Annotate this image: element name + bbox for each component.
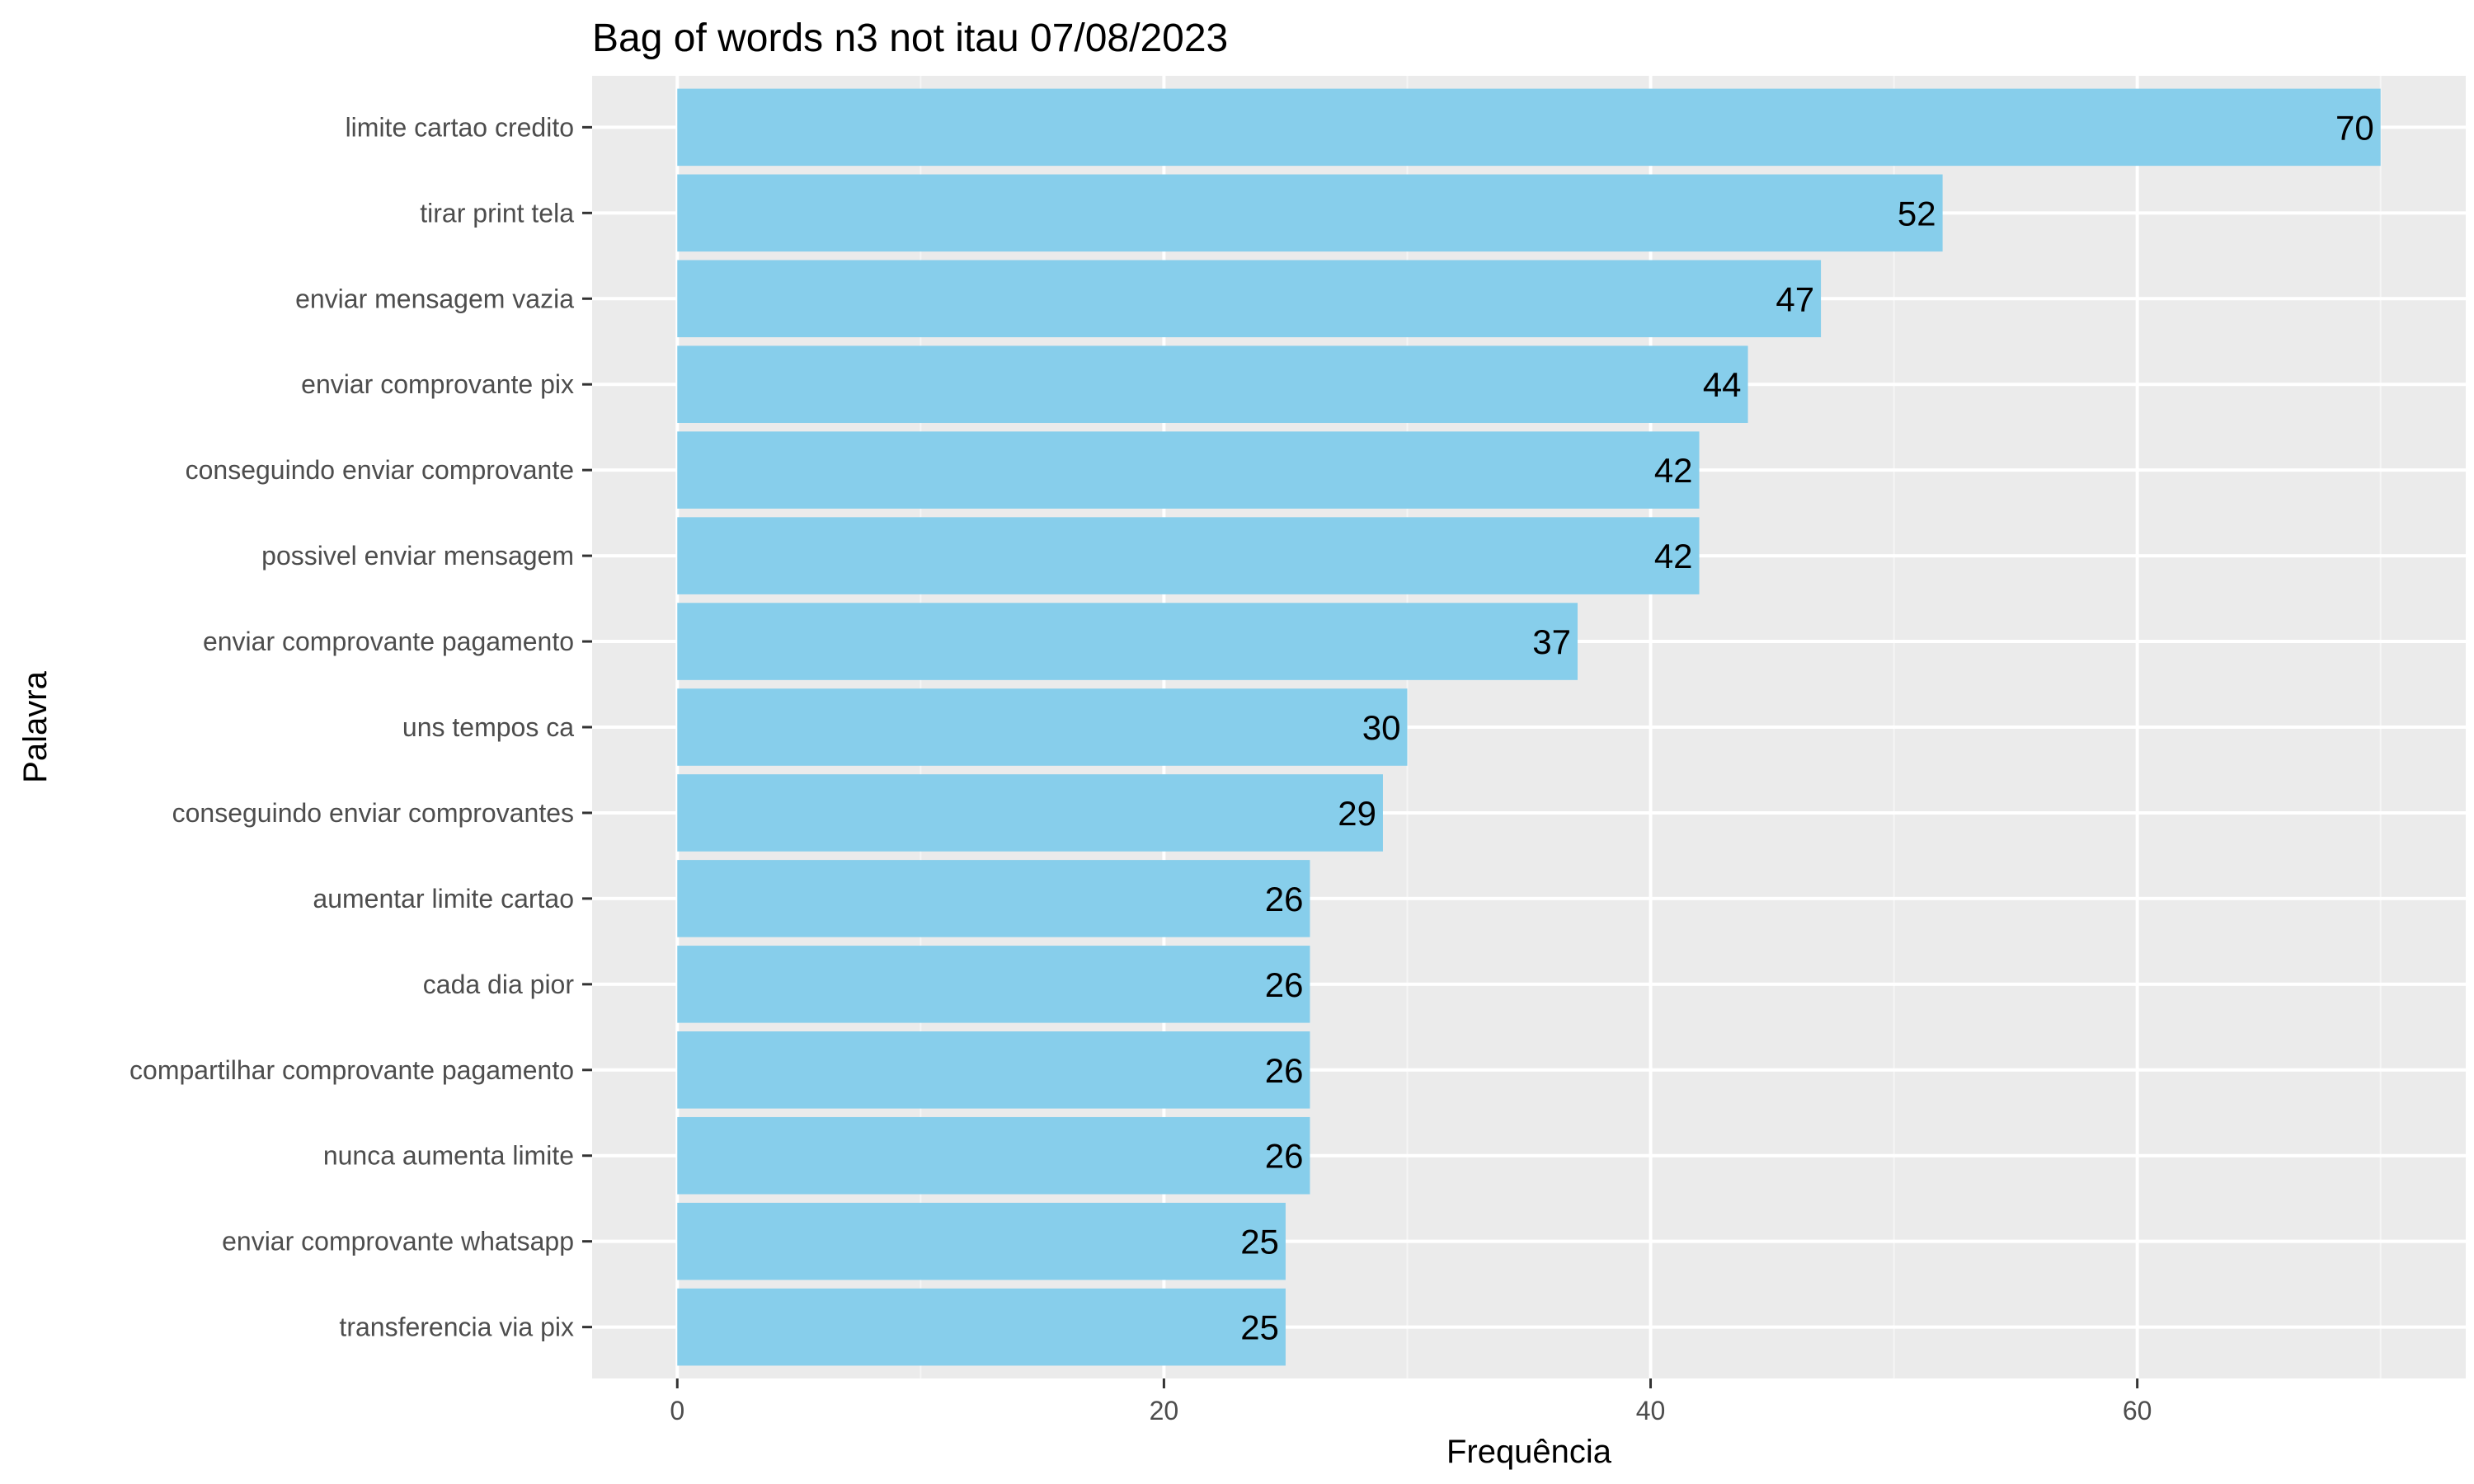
x-axis-title: Frequência [1446, 1434, 1612, 1470]
x-axis: 0 20 40 60 [670, 1378, 2152, 1425]
bar-value-label: 30 [1362, 708, 1401, 747]
bar-value-label: 26 [1265, 1051, 1304, 1090]
y-tick-label: uns tempos ca [402, 712, 574, 742]
y-tick-label: tirar print tela [420, 198, 574, 228]
bar [677, 88, 2381, 167]
y-tick-label: enviar mensagem vazia [295, 284, 574, 313]
x-tick-label: 20 [1150, 1396, 1179, 1425]
bar [677, 1031, 1310, 1109]
y-tick-label: conseguindo enviar comprovantes [172, 798, 574, 828]
y-tick-label: enviar comprovante pix [301, 369, 574, 399]
bar-value-label: 44 [1703, 365, 1742, 404]
bar-value-label: 26 [1265, 965, 1304, 1004]
bar [677, 1116, 1310, 1195]
bar [677, 345, 1748, 423]
y-tick-label: aumentar limite cartao [313, 884, 574, 913]
bar-value-label: 47 [1776, 279, 1814, 318]
bar-value-label: 70 [2335, 108, 2374, 147]
y-tick-label: nunca aumenta limite [323, 1141, 574, 1171]
y-tick-label: compartilhar comprovante pagamento [129, 1055, 574, 1085]
y-tick-label: limite cartao credito [346, 112, 574, 142]
bar [677, 603, 1578, 680]
x-tick-label: 40 [1636, 1396, 1666, 1425]
chart-title: Bag of words n3 not itau 07/08/2023 [592, 16, 1228, 60]
y-axis-title: Palavra [17, 670, 54, 782]
bar [677, 517, 1700, 594]
bar [677, 946, 1310, 1023]
bar-value-label: 42 [1654, 537, 1693, 575]
bar [677, 431, 1700, 509]
bar [677, 774, 1383, 852]
bar-value-label: 26 [1265, 1137, 1304, 1176]
x-tick-label: 0 [670, 1396, 684, 1425]
bar [677, 174, 1943, 252]
bar [677, 860, 1310, 937]
bar [677, 1202, 1286, 1280]
bar [677, 1288, 1286, 1366]
bar-value-label: 25 [1240, 1223, 1279, 1261]
y-tick-label: cada dia pior [423, 970, 575, 999]
bar [677, 688, 1408, 766]
y-tick-label: transferencia via pix [339, 1313, 574, 1342]
bar-value-label: 37 [1532, 622, 1571, 661]
bar-value-label: 52 [1898, 194, 1936, 232]
y-tick-label: enviar comprovante pagamento [203, 627, 574, 656]
bar-value-label: 26 [1265, 880, 1304, 918]
bars [677, 88, 2381, 1366]
bar-value-label: 29 [1338, 794, 1376, 833]
data-labels: 70 52 47 44 42 42 37 30 29 26 26 26 26 25 25 [1240, 108, 2374, 1346]
y-axis: limite cartao credito tirar print tela env… [129, 112, 592, 1342]
x-tick-label: 60 [2123, 1396, 2152, 1425]
y-tick-label: conseguindo enviar comprovante [186, 455, 574, 485]
bar-value-label: 25 [1240, 1308, 1279, 1347]
bar [677, 260, 1822, 338]
y-tick-label: possivel enviar mensagem [261, 541, 574, 571]
bar-value-label: 42 [1654, 451, 1693, 490]
y-tick-label: enviar comprovante whatsapp [222, 1227, 574, 1256]
